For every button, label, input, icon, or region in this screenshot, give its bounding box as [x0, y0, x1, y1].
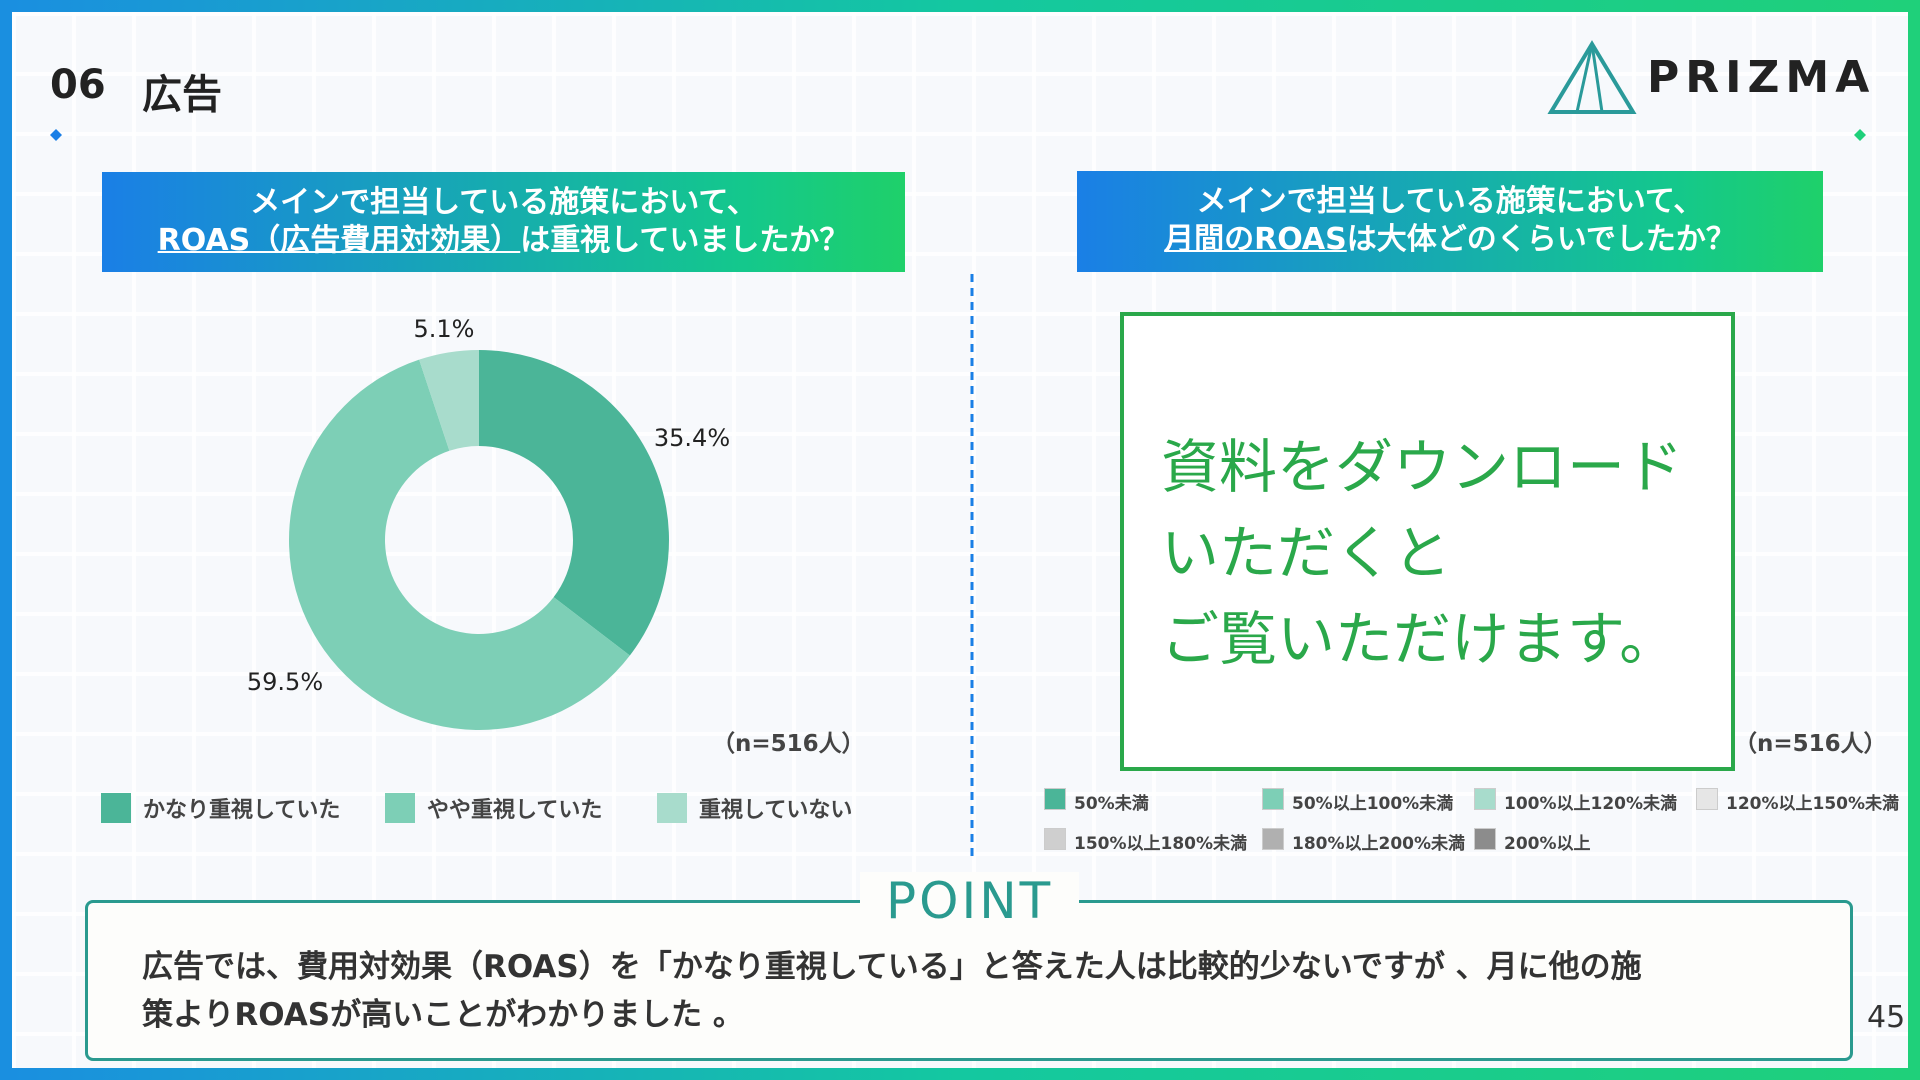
- overlay-line: ご覧いただけます。: [1161, 605, 1678, 673]
- data-label: 59.5%: [247, 668, 323, 696]
- legend-swatch: [1696, 788, 1718, 810]
- legend-swatch: [1044, 788, 1066, 810]
- legend-swatch: [1474, 828, 1496, 850]
- point-label: POINT: [860, 872, 1080, 930]
- legend-label: 50%以上100%未満: [1292, 794, 1454, 814]
- point-line: 広告では、費用対効果（ROAS）を「かなり重視している」と答えた人は比較的少ない…: [142, 949, 1642, 985]
- point-line: 策よりROASが高いことがわかりました 。: [142, 997, 744, 1033]
- section-number: 06: [50, 62, 106, 108]
- sample-note: （n=516人）: [712, 731, 865, 757]
- legend-label: 100%以上120%未満: [1504, 794, 1678, 814]
- download-overlay: 資料をダウンロード いただくと ご覧いただけます。: [1120, 312, 1735, 771]
- donut-segment: [419, 350, 479, 451]
- legend-label: やや重視していた: [427, 798, 603, 823]
- legend-label: 180%以上200%未満: [1292, 834, 1466, 854]
- question-emphasis: 月間のROAS: [1164, 222, 1347, 257]
- page-number: 45: [1867, 1000, 1906, 1035]
- legend-label: かなり重視していた: [143, 798, 341, 823]
- legend-swatch: [101, 793, 131, 823]
- question-emphasis: ROAS（広告費用対効果）: [157, 223, 521, 258]
- question-line: ROAS（広告費用対効果）は重視していましたか？: [102, 222, 905, 260]
- legend-label: 200%以上: [1504, 834, 1591, 854]
- overlay-line: 資料をダウンロード: [1161, 433, 1684, 501]
- legend-swatch: [385, 793, 415, 823]
- question-box: メインで担当している施策において、 ROAS（広告費用対効果）は重視していました…: [102, 172, 905, 272]
- question-rest: は大体どのくらいでしたか？: [1346, 222, 1736, 257]
- legend-swatch: [1474, 788, 1496, 810]
- header-rule: [50, 129, 1866, 141]
- question-line: メインで担当している施策において、: [250, 185, 757, 220]
- question-line: メインで担当している施策において、: [1196, 184, 1704, 219]
- donut-segment: [479, 350, 669, 656]
- legend-swatch: [1262, 828, 1284, 850]
- question-line: 月間のROASは大体どのくらいでしたか？: [1077, 221, 1823, 259]
- legend-swatch: [1044, 828, 1066, 850]
- legend-swatch: [1262, 788, 1284, 810]
- data-label: 5.1%: [414, 315, 475, 343]
- legend-swatch: [657, 793, 687, 823]
- section-title: 広告: [142, 72, 222, 118]
- donut-chart: 35.4% 59.5% 5.1%: [247, 315, 730, 730]
- logo-mark: [1547, 40, 1637, 114]
- question-box: メインで担当している施策において、 月間のROASは大体どのくらいでしたか？: [1077, 171, 1823, 272]
- legend-label: 50%未満: [1074, 794, 1149, 814]
- question-rest: は重視していましたか？: [520, 223, 850, 258]
- legend-label: 120%以上150%未満: [1726, 794, 1900, 814]
- legend-label: 重視していない: [699, 798, 853, 823]
- legend-label: 150%以上180%未満: [1074, 834, 1248, 854]
- divider: [970, 274, 974, 859]
- donut-segment: [289, 359, 630, 730]
- logo-text: PRIZMA: [1647, 52, 1876, 103]
- sample-note: （n=516人）: [1734, 731, 1887, 757]
- data-label: 35.4%: [654, 424, 730, 452]
- overlay-line: いただくと: [1161, 519, 1452, 587]
